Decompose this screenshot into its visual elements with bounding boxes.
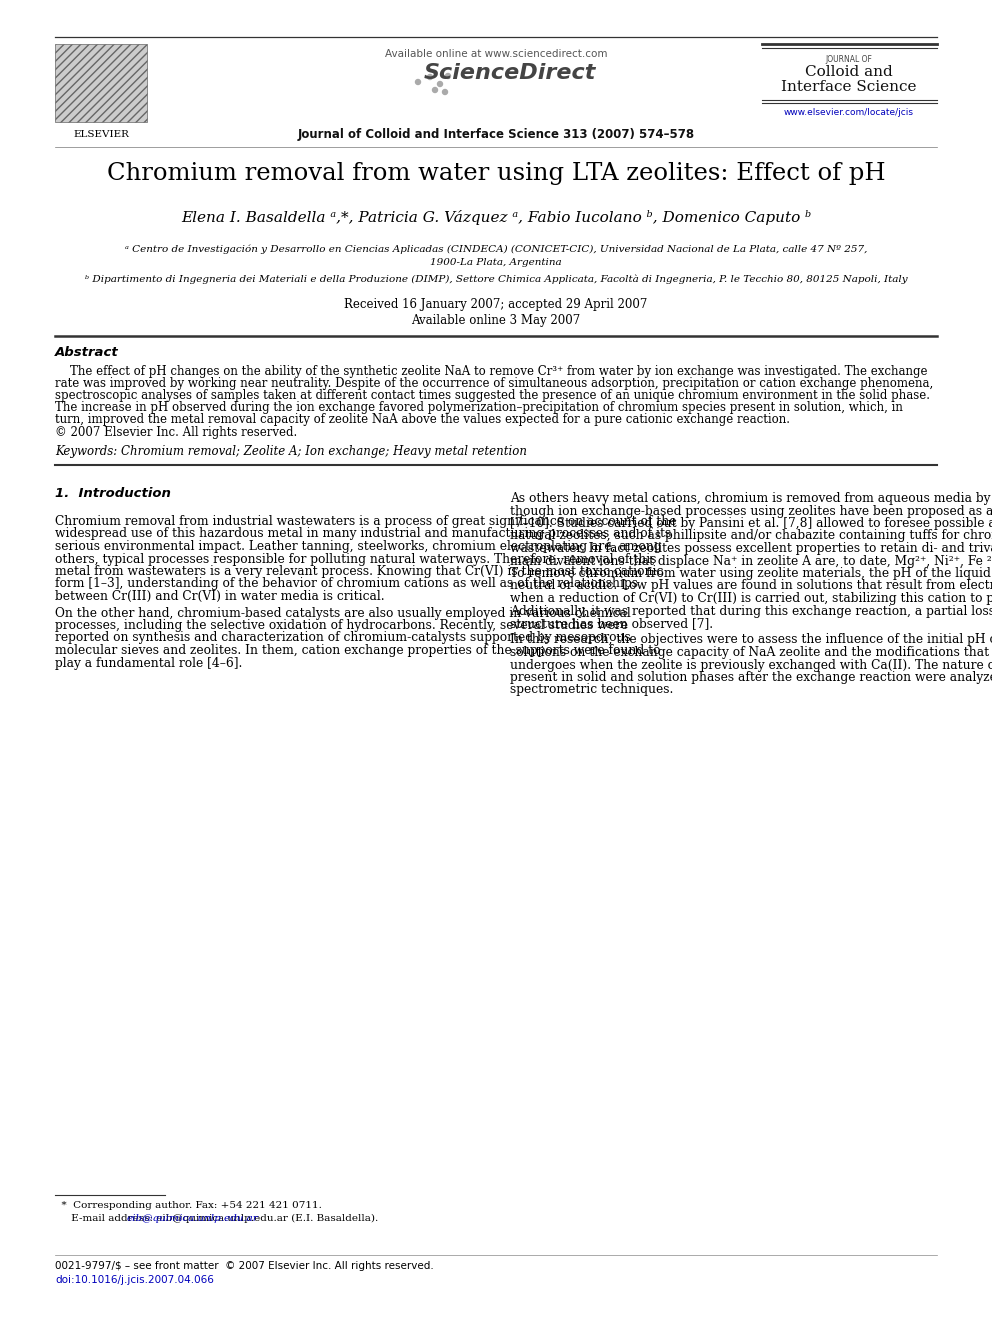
Text: [7–10]. Studies carried out by Pansini et al. [7,8] allowed to foresee possible : [7–10]. Studies carried out by Pansini e… (510, 517, 992, 531)
Text: Available online at www.sciencedirect.com: Available online at www.sciencedirect.co… (385, 49, 607, 60)
Text: reported on synthesis and characterization of chromium-catalysts supported by me: reported on synthesis and characterizati… (55, 631, 631, 644)
Text: In this research, the objectives were to assess the influence of the initial pH : In this research, the objectives were to… (510, 634, 992, 647)
Circle shape (437, 82, 442, 86)
Text: processes, including the selective oxidation of hydrocarbons. Recently, several : processes, including the selective oxida… (55, 619, 628, 632)
Text: natural zeolites, such as phillipsite and/or chabazite containing tuffs for chro: natural zeolites, such as phillipsite an… (510, 529, 992, 542)
Text: The increase in pH observed during the ion exchange favored polymerization–preci: The increase in pH observed during the i… (55, 401, 903, 414)
Text: The effect of pH changes on the ability of the synthetic zeolite NaA to remove C: The effect of pH changes on the ability … (55, 365, 928, 378)
Text: present in solid and solution phases after the exchange reaction were analyzed b: present in solid and solution phases aft… (510, 671, 992, 684)
Text: Additionally, it was reported that during this exchange reaction, a partial loss: Additionally, it was reported that durin… (510, 605, 992, 618)
Text: molecular sieves and zeolites. In them, cation exchange properties of the suppor: molecular sieves and zeolites. In them, … (55, 644, 661, 658)
Text: between Cr(III) and Cr(VI) in water media is critical.: between Cr(III) and Cr(VI) in water medi… (55, 590, 385, 603)
Text: though ion exchange-based processes using zeolites have been proposed as an alte: though ion exchange-based processes usin… (510, 504, 992, 517)
Text: To remove chromium from water using zeolite materials, the pH of the liquid medi: To remove chromium from water using zeol… (510, 568, 992, 579)
Text: rate was improved by working near neutrality. Despite of the occurrence of simul: rate was improved by working near neutra… (55, 377, 933, 390)
Text: Received 16 January 2007; accepted 29 April 2007: Received 16 January 2007; accepted 29 Ap… (344, 298, 648, 311)
Text: *  Corresponding author. Fax: +54 221 421 0711.: * Corresponding author. Fax: +54 221 421… (55, 1201, 321, 1211)
Circle shape (428, 74, 433, 79)
Text: Available online 3 May 2007: Available online 3 May 2007 (412, 314, 580, 327)
Text: wastewater. In fact zeolites possess excellent properties to retain di- and triv: wastewater. In fact zeolites possess exc… (510, 542, 992, 556)
Text: Chromium removal from water using LTA zeolites: Effect of pH: Chromium removal from water using LTA ze… (107, 161, 885, 185)
Text: structure has been observed [7].: structure has been observed [7]. (510, 617, 713, 630)
Text: As others heavy metal cations, chromium is removed from aqueous media by alkalin: As others heavy metal cations, chromium … (510, 492, 992, 505)
Text: metal from wastewaters is a very relevant process. Knowing that Cr(VI) is the mo: metal from wastewaters is a very relevan… (55, 565, 664, 578)
Text: 0021-9797/$ – see front matter  © 2007 Elsevier Inc. All rights reserved.: 0021-9797/$ – see front matter © 2007 El… (55, 1261, 434, 1271)
Text: ᵇ Dipartimento di Ingegneria dei Materiali e della Produzione (DIMP), Settore Ch: ᵇ Dipartimento di Ingegneria dei Materia… (84, 275, 908, 284)
Text: form [1–3], understanding of the behavior of chromium cations as well as of the : form [1–3], understanding of the behavio… (55, 578, 638, 590)
Text: serious environmental impact. Leather tanning, steelworks, chromium electroplati: serious environmental impact. Leather ta… (55, 540, 662, 553)
Text: eib@quimica.unlp.edu.ar: eib@quimica.unlp.edu.ar (127, 1215, 259, 1222)
Text: Elena I. Basaldella ᵃ,*, Patricia G. Vázquez ᵃ, Fabio Iucolano ᵇ, Domenico Caput: Elena I. Basaldella ᵃ,*, Patricia G. Váz… (181, 210, 811, 225)
Text: © 2007 Elsevier Inc. All rights reserved.: © 2007 Elsevier Inc. All rights reserved… (55, 426, 298, 439)
Text: doi:10.1016/j.jcis.2007.04.066: doi:10.1016/j.jcis.2007.04.066 (55, 1275, 214, 1285)
Text: undergoes when the zeolite is previously exchanged with Ca(II). The nature of ch: undergoes when the zeolite is previously… (510, 659, 992, 672)
Circle shape (445, 74, 450, 78)
Text: solutions on the exchange capacity of NaA zeolite and the modifications that thi: solutions on the exchange capacity of Na… (510, 646, 992, 659)
Text: main divalent ions that displace Na⁺ in zeolite A are, to date, Mg²⁺, Ni²⁺, Fe ²: main divalent ions that displace Na⁺ in … (510, 554, 992, 568)
Text: ᵃ Centro de Investigación y Desarrollo en Ciencias Aplicadas (CINDECA) (CONICET-: ᵃ Centro de Investigación y Desarrollo e… (125, 245, 867, 254)
Text: 1900-La Plata, Argentina: 1900-La Plata, Argentina (431, 258, 561, 267)
Text: widespread use of this hazardous metal in many industrial and manufacturing proc: widespread use of this hazardous metal i… (55, 528, 672, 541)
Text: when a reduction of Cr(VI) to Cr(III) is carried out, stabilizing this cation to: when a reduction of Cr(VI) to Cr(III) is… (510, 591, 992, 605)
Text: ELSEVIER: ELSEVIER (73, 130, 129, 139)
Circle shape (433, 87, 437, 93)
Text: JOURNAL OF: JOURNAL OF (825, 56, 872, 64)
Bar (55, 44, 147, 122)
Text: Colloid and: Colloid and (806, 65, 893, 79)
Text: others, typical processes responsible for polluting natural waterways. Therefore: others, typical processes responsible fo… (55, 553, 657, 565)
Text: Keywords: Chromium removal; Zeolite A; Ion exchange; Heavy metal retention: Keywords: Chromium removal; Zeolite A; I… (55, 445, 527, 458)
Text: Journal of Colloid and Interface Science 313 (2007) 574–578: Journal of Colloid and Interface Science… (298, 128, 694, 142)
Circle shape (416, 79, 421, 85)
Circle shape (442, 90, 447, 94)
Text: www.elsevier.com/locate/jcis: www.elsevier.com/locate/jcis (784, 108, 914, 116)
Text: E-mail address: eib@quimica.unlp.edu.ar (E.I. Basaldella).: E-mail address: eib@quimica.unlp.edu.ar … (55, 1215, 378, 1224)
Text: 1.  Introduction: 1. Introduction (55, 487, 171, 500)
Text: On the other hand, chromium-based catalysts are also usually employed in various: On the other hand, chromium-based cataly… (55, 606, 631, 619)
Text: Abstract: Abstract (55, 347, 119, 359)
Text: turn, improved the metal removal capacity of zeolite NaA above the values expect: turn, improved the metal removal capacit… (55, 413, 790, 426)
Text: spectrometric techniques.: spectrometric techniques. (510, 684, 674, 696)
Text: ScienceDirect: ScienceDirect (424, 64, 596, 83)
Text: spectroscopic analyses of samples taken at different contact times suggested the: spectroscopic analyses of samples taken … (55, 389, 930, 402)
Text: neutral or acidic. Low pH values are found in solutions that result from electro: neutral or acidic. Low pH values are fou… (510, 579, 992, 593)
Text: play a fundamental role [4–6].: play a fundamental role [4–6]. (55, 656, 242, 669)
Text: Interface Science: Interface Science (782, 79, 917, 94)
Text: Chromium removal from industrial wastewaters is a process of great significance : Chromium removal from industrial wastewa… (55, 515, 677, 528)
